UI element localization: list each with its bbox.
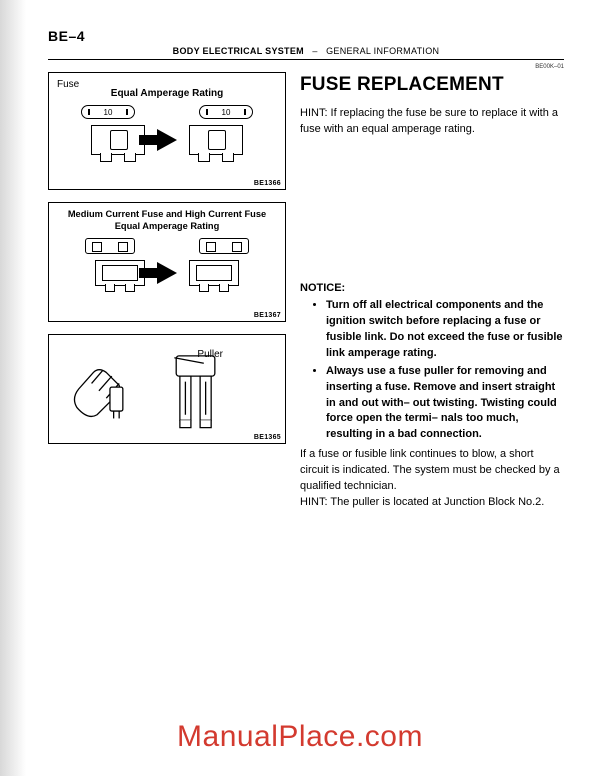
header-light: GENERAL INFORMATION: [326, 46, 439, 56]
notice-heading: NOTICE:: [300, 282, 564, 294]
figure-fuse-equal-amperage: Fuse Equal Amperage Rating 10 10 BE1366: [48, 72, 286, 190]
text-column: FUSE REPLACEMENT HINT: If replacing the …: [300, 72, 564, 511]
amp-label: 10: [222, 108, 231, 117]
cartridge-top-right: [199, 238, 249, 254]
fig2-ref: BE1367: [254, 312, 281, 319]
amp-label: 10: [104, 108, 113, 117]
doc-ref: BE00K–01: [48, 64, 564, 70]
page-code: BE–4: [48, 28, 564, 44]
cartridge-body-right: [189, 260, 239, 286]
page: BE–4 BODY ELECTRICAL SYSTEM – GENERAL IN…: [0, 0, 600, 511]
cartridge-body-left: [95, 260, 145, 286]
fuse-top-right: 10: [199, 105, 253, 119]
fig1-subtitle: Equal Amperage Rating: [57, 88, 277, 99]
cartridge-top-left: [85, 238, 135, 254]
fig2-body-row: [57, 260, 277, 286]
fig2-title: Medium Current Fuse and High Current Fus…: [57, 209, 277, 232]
fuse-body-right: [189, 125, 243, 155]
fig2-line2: Equal Amperage Rating: [115, 221, 220, 231]
fig1-top-row: 10 10: [57, 105, 277, 119]
section-header: BODY ELECTRICAL SYSTEM – GENERAL INFORMA…: [48, 46, 564, 60]
notice-block: NOTICE: Turn off all electrical componen…: [300, 282, 564, 511]
after-notice-1: If a fuse or fusible link continues to b…: [300, 447, 564, 495]
fig3-ref: BE1365: [254, 434, 281, 441]
notice-list: Turn off all electrical components and t…: [300, 298, 564, 443]
fig2-line1: Medium Current Fuse and High Current Fus…: [68, 209, 266, 219]
fuse-top-left: 10: [81, 105, 135, 119]
figure-medium-high-current-fuse: Medium Current Fuse and High Current Fus…: [48, 202, 286, 322]
hint-paragraph: HINT: If replacing the fuse be sure to r…: [300, 106, 564, 138]
figures-column: Fuse Equal Amperage Rating 10 10 BE1366 …: [48, 72, 286, 511]
puller-illustration: [57, 343, 277, 435]
content-columns: Fuse Equal Amperage Rating 10 10 BE1366 …: [48, 72, 564, 511]
after-notice-2: HINT: The puller is located at Junction …: [300, 495, 564, 511]
header-sep: –: [312, 46, 317, 56]
header-bold: BODY ELECTRICAL SYSTEM: [173, 46, 304, 56]
section-title: FUSE REPLACEMENT: [300, 74, 564, 96]
arrow-right-icon: [157, 129, 177, 151]
fig1-ref: BE1366: [254, 180, 281, 187]
figure-puller: Puller: [48, 334, 286, 444]
fuse-body-left: [91, 125, 145, 155]
notice-item: Always use a fuse puller for removing an…: [326, 364, 564, 444]
fig3-label: Puller: [197, 349, 223, 360]
fig2-top-row: [57, 238, 277, 254]
fig1-body-row: [57, 125, 277, 155]
arrow-right-icon: [157, 262, 177, 284]
watermark: ManualPlace.com: [0, 720, 600, 754]
notice-item: Turn off all electrical components and t…: [326, 298, 564, 362]
